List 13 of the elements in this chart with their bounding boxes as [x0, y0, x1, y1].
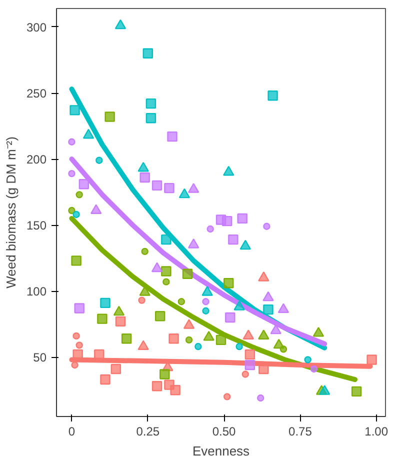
- y-tick-label: 100: [26, 284, 47, 299]
- x-axis-title: Evenness: [192, 444, 250, 458]
- x-tick-label: 0: [68, 424, 76, 438]
- x-tick-label: 0.25: [136, 424, 160, 438]
- y-tick-label: 150: [26, 218, 47, 233]
- y-tick-label: 200: [26, 152, 47, 167]
- y-tick-label: 50: [33, 350, 47, 365]
- x-tick-label: 1.00: [364, 424, 388, 438]
- x-tick-label: 0.50: [212, 424, 236, 438]
- x-tick-label: 0.75: [288, 424, 312, 438]
- y-tick-label: 250: [26, 86, 47, 101]
- y-tick-label: 300: [26, 20, 47, 34]
- y-axis-title: Weed biomass (g DM m⁻²): [3, 136, 18, 288]
